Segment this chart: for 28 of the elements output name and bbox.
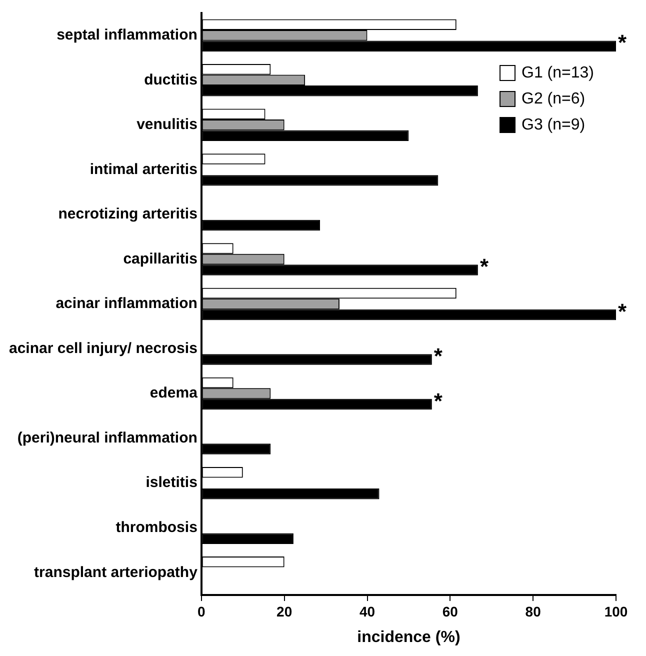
y-tick-label: ductitis: [144, 71, 198, 88]
y-tick-label: venulitis: [136, 116, 198, 134]
x-tick-label: 0: [198, 603, 206, 620]
y-tick-label: edema: [150, 384, 198, 402]
y-tick-label: acinar cell injury/ necrosis: [8, 340, 198, 357]
y-tick-label: septal inflammation: [56, 26, 198, 44]
legend-label: G3 (n=9): [522, 116, 586, 134]
x-axis-title: incidence (%): [357, 628, 460, 646]
y-tick-label: capillaritis: [123, 250, 198, 268]
x-tick-label: 100: [604, 603, 628, 620]
y-tick-label: necrotizing arteritis: [58, 206, 198, 223]
data-label: *: [480, 254, 489, 280]
y-tick-label: thrombosis: [116, 518, 198, 536]
data-label: *: [434, 388, 443, 414]
legend-label: G2 (n=6): [522, 90, 586, 108]
data-label: *: [434, 344, 443, 369]
y-tick-label: transplant arteriopathy: [34, 564, 198, 581]
data-label: *: [618, 30, 627, 56]
y-tick-label: intimal arteritis: [90, 160, 198, 178]
x-tick-label: 60: [442, 603, 458, 620]
legend-label: G1 (n=13): [522, 64, 594, 82]
data-label: *: [618, 298, 627, 324]
x-tick-label: 20: [276, 603, 292, 620]
y-tick-label: (peri)neural inflammation: [17, 429, 198, 446]
x-tick-label: 40: [359, 603, 376, 620]
y-tick-label: isletitis: [146, 474, 198, 492]
y-tick-label: acinar inflammation: [56, 295, 198, 312]
x-tick-label: 80: [525, 603, 542, 620]
